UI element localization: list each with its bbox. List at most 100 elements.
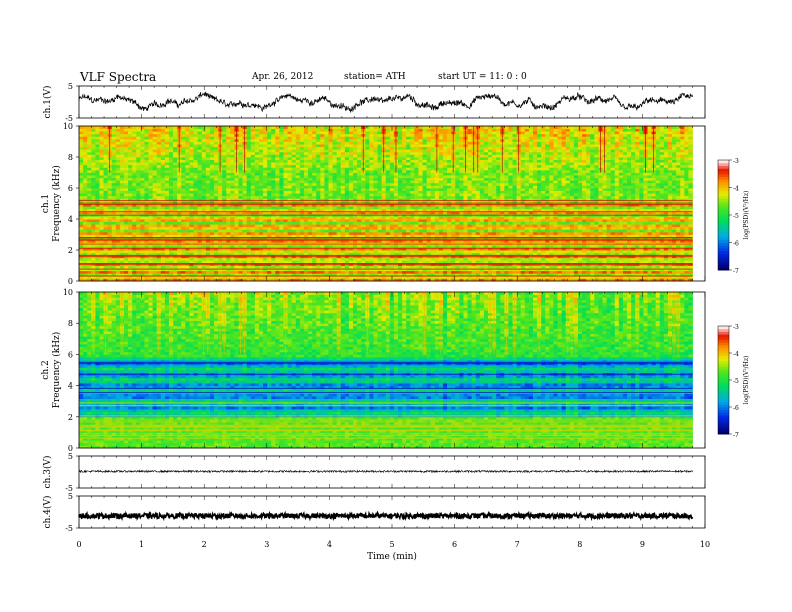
ch1-spectrogram-cell [177, 265, 182, 269]
ch1-spectrogram-cell [107, 203, 113, 207]
ch1-spectrogram-cell [377, 216, 383, 220]
ch1-spectrogram-cell [479, 273, 485, 277]
ch1-spectrogram-cell [528, 211, 534, 215]
ch1-spectrogram-cell [238, 257, 243, 261]
ch1-spectrogram-cell [680, 265, 685, 269]
ch1-spectrogram-cell [132, 275, 137, 279]
ch1-spectrogram-cell [516, 224, 522, 228]
ch1-spectrogram-cell [647, 224, 652, 228]
ch1-spectrogram-cell [569, 270, 575, 274]
ch1-spectrogram-cell [434, 208, 440, 212]
ch1-spectrogram-cell [218, 268, 223, 272]
ch1-spectrogram-cell [622, 273, 628, 277]
ch1-spectrogram-cell [524, 229, 530, 233]
ch1-spectrogram-cell [598, 252, 603, 256]
ch1-spectrogram-cell [479, 278, 485, 282]
ch1-spectrogram-cell [528, 244, 534, 248]
ch1-spectrogram-cell [328, 239, 333, 243]
ch1-spectrogram-cell [606, 265, 612, 269]
ch1-spectrogram-cell [299, 198, 305, 202]
ch1-spectrogram-cell [177, 239, 182, 243]
ch1-spectrogram-cell [152, 270, 158, 274]
ch1-spectrogram-cell [218, 273, 223, 277]
ch1-spectrogram-cell [635, 244, 640, 248]
ch1-spectrogram-cell [316, 268, 321, 272]
ch1-spectrogram-cell [95, 195, 100, 199]
ch1-spectrogram-cell [263, 224, 268, 228]
ch1-spectrogram-cell [573, 250, 579, 253]
ch1-spectrogram-cell [467, 265, 473, 269]
ch1-spectrogram-cell [573, 219, 579, 222]
ch1-spectrogram-cell [99, 275, 104, 279]
ch1-spectrogram-cell [316, 231, 321, 235]
ch1-spectrogram-cell [209, 239, 215, 243]
ch1-spectrogram-cell [91, 244, 96, 248]
ch1-spectrogram-cell [115, 260, 121, 264]
ch1-spectrogram-cell [164, 260, 170, 264]
ch1-spectrogram-cell [328, 208, 333, 212]
ch1-spectrogram-cell [422, 247, 428, 251]
ch1-spectrogram-cell [218, 234, 223, 238]
ch1-spectrogram-cell [324, 265, 329, 269]
ch1-spectrogram-cell [663, 231, 669, 235]
ch1-spectrogram-cell [594, 200, 599, 204]
ch1-spectrogram-cell [479, 231, 485, 235]
ch1-spectrogram-cell [680, 257, 685, 261]
ch1-spectrogram-cell [123, 221, 129, 225]
ch1-spectrogram-cell [680, 229, 685, 233]
ch1-spectrogram-cell [303, 224, 309, 228]
ch1-spectrogram-cell [418, 247, 423, 251]
ch1-spectrogram-cell [622, 229, 628, 233]
ch1-spectrogram-cell [622, 234, 628, 238]
ch1-spectrogram-cell [242, 211, 248, 215]
ch1-spectrogram-cell [132, 200, 137, 204]
ch1-spectrogram-cell [79, 237, 84, 241]
ch1-spectrogram-cell [324, 252, 329, 256]
ch1-spectrogram-cell [226, 244, 231, 248]
ch1-spectrogram-cell [524, 221, 530, 225]
ch1-spectrogram-cell [213, 234, 219, 238]
ch1-spectrogram-cell [594, 208, 599, 212]
ch1-spectrogram-cell [152, 231, 158, 235]
ch1-spectrogram-cell [291, 226, 297, 230]
ch1-spectrogram-cell [168, 239, 174, 243]
ch1-spectrogram-cell [156, 219, 162, 222]
ch1-spectrogram-cell [263, 250, 268, 253]
ch1-spectrogram-cell [324, 244, 329, 248]
ch1-spectrogram-cell [504, 252, 509, 256]
ch1-spectrogram-cell [336, 226, 342, 230]
ch1-spectrogram-cell [672, 211, 677, 215]
ch1-spectrogram-cell [606, 203, 612, 207]
ch1-spectrogram-cell [79, 219, 84, 222]
ch1-spectrogram-cell [447, 211, 452, 215]
ch1-spectrogram-cell [156, 226, 162, 230]
ch1-spectrogram-cell [119, 252, 125, 256]
ch1-spectrogram-cell [279, 278, 284, 282]
ch1-spectrogram-cell [414, 278, 419, 282]
ch1-spectrogram-cell [336, 237, 342, 241]
ch1-spectrogram-cell [111, 226, 117, 230]
ch1-spectrogram-cell [373, 268, 378, 272]
ch1-spectrogram-cell [545, 260, 550, 264]
ch1-spectrogram-cell [475, 216, 481, 220]
ch1-spectrogram-cell [267, 252, 272, 256]
ch1-spectrogram-cell [479, 216, 485, 220]
ch1-spectrogram-cell [209, 257, 215, 261]
ch1-spectrogram-cell [365, 216, 370, 220]
ch1-spectrogram-cell [418, 250, 423, 253]
ch1-spectrogram-cell [549, 216, 554, 220]
ch1-spectrogram-cell [344, 195, 350, 199]
ch1-spectrogram-cell [389, 250, 395, 253]
ch1-spectrogram-cell [430, 257, 436, 261]
ch1-spectrogram-cell [680, 221, 685, 225]
ch1-spectrogram-cell [385, 273, 391, 277]
ch1-spectrogram-cell [504, 260, 509, 264]
ch1-spectrogram-cell [353, 200, 358, 204]
ch1-spectrogram-cell [320, 206, 325, 210]
ch1-spectrogram-cell [406, 221, 411, 225]
ch1-spectrogram-cell [622, 198, 628, 202]
ch1-spectrogram-cell [569, 257, 575, 261]
ch1-spectrogram-cell [545, 224, 550, 228]
ch1-spectrogram-cell [99, 234, 104, 238]
ch1-spectrogram-cell [99, 203, 104, 207]
